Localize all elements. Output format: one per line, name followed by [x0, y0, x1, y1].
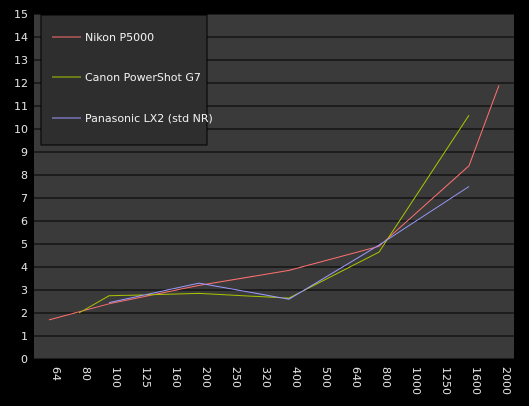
x-tick-label: 125 — [140, 367, 153, 388]
x-tick-label: 2000 — [500, 367, 513, 395]
legend-label-nikon-p5000: Nikon P5000 — [85, 31, 154, 44]
series-lines — [48, 85, 500, 321]
legend-label-panasonic-lx2: Panasonic LX2 (std NR) — [85, 112, 213, 125]
y-tick-label: 12 — [14, 77, 28, 90]
y-tick-label: 9 — [21, 146, 28, 159]
y-tick-label: 13 — [14, 54, 28, 67]
x-tick-label: 64 — [50, 367, 63, 381]
y-tick-label: 6 — [21, 215, 28, 228]
x-tick-label: 500 — [320, 367, 333, 388]
x-tick-label: 640 — [350, 367, 363, 388]
x-axis-ticks: 64 80 100 125 160 200 250 320 400 500 640 800 1000 12… — [50, 367, 513, 395]
x-tick-label: 800 — [380, 367, 393, 388]
series-line-canon-powershot-g7 — [78, 114, 470, 314]
y-tick-label: 2 — [21, 307, 28, 320]
x-tick-label: 1600 — [470, 367, 483, 395]
legend: Nikon P5000 Canon PowerShot G7 Panasonic… — [40, 14, 213, 146]
y-tick-label: 8 — [21, 169, 28, 182]
y-tick-label: 4 — [21, 261, 28, 274]
gridlines — [34, 13, 514, 360]
x-tick-label: 250 — [230, 367, 243, 388]
series-line-nikon-p5000 — [48, 85, 500, 321]
y-tick-label: 3 — [21, 284, 28, 297]
x-tick-label: 200 — [200, 367, 213, 388]
legend-label-canon-powershot-g7: Canon PowerShot G7 — [85, 71, 201, 84]
y-tick-label: 15 — [14, 8, 28, 21]
x-tick-label: 1000 — [410, 367, 423, 395]
x-tick-label: 100 — [110, 367, 123, 388]
y-tick-label: 10 — [14, 123, 28, 136]
x-tick-label: 400 — [290, 367, 303, 388]
y-tick-label: 11 — [14, 100, 28, 113]
x-tick-label: 320 — [260, 367, 273, 388]
x-tick-label: 80 — [80, 367, 93, 381]
y-tick-label: 14 — [14, 31, 28, 44]
x-tick-label: 160 — [170, 367, 183, 388]
y-tick-label: 5 — [21, 238, 28, 251]
x-tick-label: 1250 — [440, 367, 453, 395]
series-line-panasonic-lx2-std-nr — [108, 186, 470, 304]
y-tick-label: 7 — [21, 192, 28, 205]
y-tick-label: 0 — [21, 353, 28, 366]
y-tick-label: 1 — [21, 330, 28, 343]
